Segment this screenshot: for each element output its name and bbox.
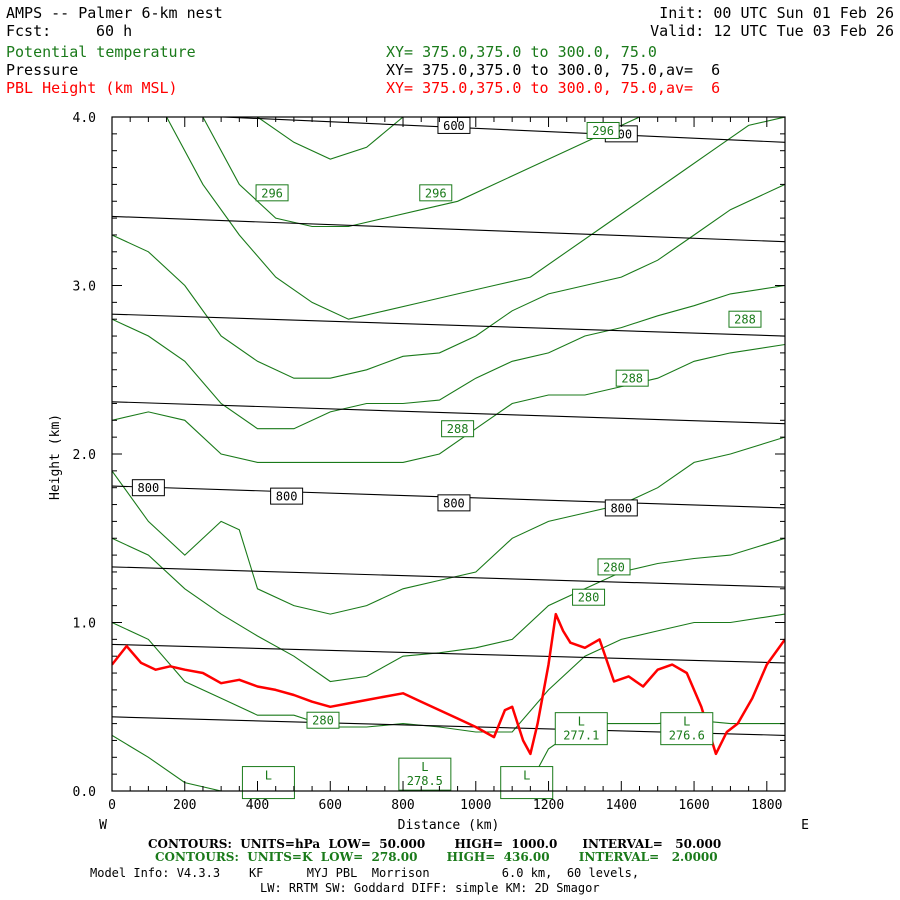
theta-contour-0: [112, 719, 785, 791]
theta-contour-2: [112, 537, 785, 683]
forecast-value: 60 h: [96, 22, 133, 40]
theta-contour-5: [112, 284, 785, 430]
isobar-6: [112, 643, 785, 664]
valid-time: Valid: 12 UTC Tue 03 Feb 26: [650, 22, 894, 40]
svg-text:296: 296: [592, 124, 614, 138]
forecast-label: Fcst:: [6, 22, 52, 40]
x-tick-label: 800: [391, 798, 414, 813]
isobar-label-5: 800: [604, 499, 638, 517]
isobar-label-2: 800: [131, 479, 165, 497]
legend-pressure-xy: XY= 375.0,375.0 to 300.0, 75.0,av= 6: [386, 61, 721, 79]
x-tick-label: 600: [319, 798, 342, 813]
x-tick-label: 200: [173, 798, 196, 813]
svg-text:276.6: 276.6: [669, 729, 705, 743]
svg-text:288: 288: [621, 372, 643, 386]
plot-title: AMPS -- Palmer 6-km nest: [6, 4, 223, 22]
theta-label-6: 280: [306, 711, 340, 729]
svg-text:800: 800: [276, 490, 298, 504]
legend-theta-xy: XY= 375.0,375.0 to 300.0, 75.0: [386, 43, 657, 61]
legend-pressure-name: Pressure: [6, 61, 79, 79]
svg-text:800: 800: [138, 481, 160, 495]
x-tick-label: 1000: [460, 798, 491, 813]
theta-contour-6: [112, 183, 785, 379]
x-tick-label: 1600: [678, 798, 709, 813]
svg-text:296: 296: [425, 186, 447, 200]
x-tick-label: 1200: [533, 798, 564, 813]
y-tick-label: 4.0: [73, 111, 96, 126]
footer-physics-info: LW: RRTM SW: Goddard DIFF: simple KM: 2D…: [260, 881, 600, 895]
footer-theta-contours: CONTOURS: UNITS=K LOW= 278.00 HIGH= 436.…: [155, 850, 718, 864]
isobar-1: [112, 215, 785, 243]
svg-text:L: L: [683, 715, 690, 729]
svg-text:278.5: 278.5: [407, 774, 443, 788]
svg-text:296: 296: [261, 186, 283, 200]
theta-contour-4: [112, 343, 785, 463]
init-time: Init: 00 UTC Sun 01 Feb 26: [659, 4, 894, 22]
plot-border: [111, 116, 786, 792]
y-tick-label: 0.0: [73, 785, 96, 800]
svg-text:288: 288: [734, 313, 756, 327]
theta-label-1: 296: [419, 184, 453, 202]
low-marker-0: L: [241, 766, 295, 800]
theta-label-0: 296: [255, 184, 289, 202]
y-tick-label: 2.0: [73, 448, 96, 463]
isobar-label-3: 800: [270, 487, 304, 505]
theta-label-2: 296: [586, 121, 620, 139]
isobar-label-4: 800: [437, 494, 471, 512]
isobar-2: [112, 313, 785, 337]
isobar-5: [112, 566, 785, 588]
theta-contour-7: [166, 117, 785, 320]
x-axis-label: Distance (km): [398, 818, 500, 833]
theta-contour-3: [112, 436, 785, 615]
svg-text:280: 280: [312, 714, 334, 728]
theta-contour-1: [112, 613, 785, 733]
svg-text:600: 600: [443, 119, 465, 133]
isobar-label-0: 600: [437, 116, 471, 134]
theta-label-7: 280: [572, 588, 606, 606]
svg-text:L: L: [265, 769, 272, 783]
theta-contours: [112, 117, 785, 791]
theta-label-5: 288: [728, 310, 762, 328]
x-tick-label: 1800: [751, 798, 782, 813]
x-tick-label: 1400: [606, 798, 637, 813]
svg-text:288: 288: [447, 422, 469, 436]
low-marker-2: L: [500, 766, 554, 800]
west-label: W: [99, 818, 107, 833]
svg-text:L: L: [578, 715, 585, 729]
theta-label-3: 288: [441, 420, 475, 438]
isobar-3: [112, 401, 785, 425]
theta-label-4: 288: [615, 369, 649, 387]
svg-text:L: L: [421, 760, 428, 774]
footer-model-info: Model Info: V4.3.3 KF MYJ PBL Morrison 6…: [90, 866, 640, 880]
axes: 0 200 400 600 800 1000 1200 1400 1600 1800 0.0 1.0 2…: [73, 111, 809, 833]
legend-pbl-xy: XY= 375.0,375.0 to 300.0, 75.0,av= 6: [386, 79, 721, 97]
x-tick-label: 400: [246, 798, 269, 813]
y-tick-label: 1.0: [73, 617, 96, 632]
svg-text:800: 800: [443, 496, 465, 510]
legend-theta-name: Potential temperature: [6, 43, 196, 61]
svg-text:L: L: [523, 769, 530, 783]
svg-text:277.1: 277.1: [563, 729, 599, 743]
theta-label-8: 280: [597, 558, 631, 576]
legend-pbl-name: PBL Height (km MSL): [6, 79, 178, 97]
svg-text:280: 280: [603, 560, 625, 574]
x-tick-label: 0: [108, 798, 116, 813]
theta-contour-8: [202, 117, 640, 228]
pbl-height-series: [112, 612, 785, 756]
y-tick-label: 3.0: [73, 280, 96, 295]
pbl-height-line: [112, 612, 785, 756]
footer-pressure-contours: CONTOURS: UNITS=hPa LOW= 50.000 HIGH= 10…: [148, 837, 722, 851]
svg-text:280: 280: [578, 591, 600, 605]
svg-text:800: 800: [610, 501, 632, 515]
east-label: E: [801, 818, 809, 833]
plot-frame: [111, 116, 786, 792]
theta-contour-9: [257, 117, 404, 160]
